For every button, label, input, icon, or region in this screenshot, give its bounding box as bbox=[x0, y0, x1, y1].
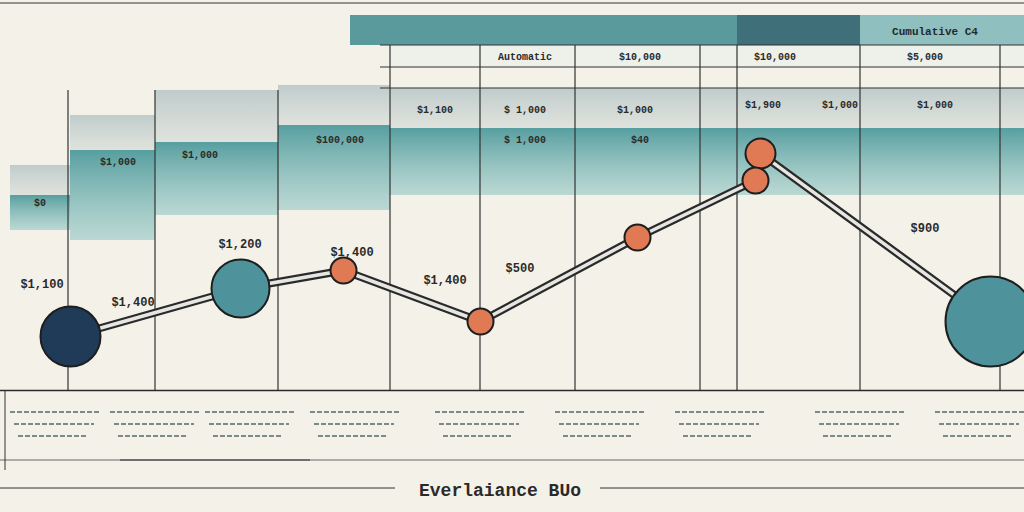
svg-text:$1,000: $1,000 bbox=[822, 100, 858, 111]
svg-text:$1,900: $1,900 bbox=[745, 100, 781, 111]
svg-text:$ 1,000: $ 1,000 bbox=[504, 135, 546, 146]
svg-text:$100,000: $100,000 bbox=[316, 135, 364, 146]
svg-text:$1,000: $1,000 bbox=[917, 100, 953, 111]
svg-text:$10,000: $10,000 bbox=[754, 52, 796, 63]
svg-text:Automatic: Automatic bbox=[498, 52, 552, 63]
svg-text:Everlaiance BUo: Everlaiance BUo bbox=[419, 481, 581, 501]
svg-text:$10,000: $10,000 bbox=[619, 52, 661, 63]
svg-text:$1,000: $1,000 bbox=[100, 157, 136, 168]
svg-text:$0: $0 bbox=[34, 198, 46, 209]
svg-text:$40: $40 bbox=[631, 135, 649, 146]
svg-text:$1,400: $1,400 bbox=[111, 296, 154, 310]
svg-text:$1,100: $1,100 bbox=[20, 278, 63, 292]
svg-text:$500: $500 bbox=[506, 262, 535, 276]
svg-text:$1,400: $1,400 bbox=[330, 246, 373, 260]
svg-text:Cumulative C4: Cumulative C4 bbox=[892, 26, 978, 38]
svg-text:$1,200: $1,200 bbox=[218, 238, 261, 252]
svg-text:$1,000: $1,000 bbox=[617, 105, 653, 116]
svg-text:$5,000: $5,000 bbox=[907, 52, 943, 63]
svg-text:$900: $900 bbox=[911, 222, 940, 236]
svg-text:$ 1,000: $ 1,000 bbox=[504, 105, 546, 116]
svg-text:$1,400: $1,400 bbox=[423, 274, 466, 288]
svg-text:$1,000: $1,000 bbox=[182, 150, 218, 161]
svg-text:$1,100: $1,100 bbox=[417, 105, 453, 116]
